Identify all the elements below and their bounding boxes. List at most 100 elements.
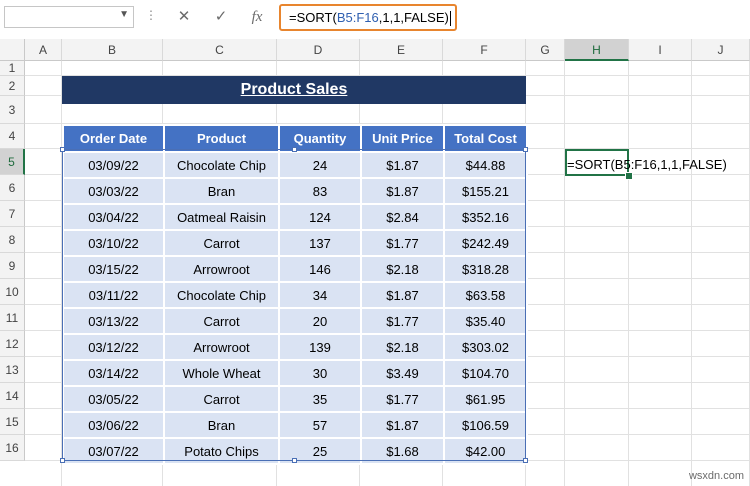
range-handle-top-right[interactable] xyxy=(523,147,528,152)
cell-unit-price[interactable]: $1.77 xyxy=(360,385,445,413)
row-header-10[interactable]: 10 xyxy=(0,279,25,305)
cell-product[interactable]: Oatmeal Raisin xyxy=(163,203,280,231)
cell-product[interactable]: Carrot xyxy=(163,385,280,413)
cell-total-cost[interactable]: $352.16 xyxy=(443,203,528,231)
cell-unit-price[interactable]: $1.87 xyxy=(360,177,445,205)
cell-unit-price[interactable]: $1.87 xyxy=(360,411,445,439)
cell-order-date[interactable]: 03/03/22 xyxy=(62,177,165,205)
column-header-g[interactable]: G xyxy=(526,39,565,61)
cell-order-date[interactable]: 03/04/22 xyxy=(62,203,165,231)
column-header-e[interactable]: E xyxy=(360,39,443,61)
cell-unit-price[interactable]: $2.84 xyxy=(360,203,445,231)
cell-quantity[interactable]: 139 xyxy=(278,333,362,361)
row-header-6[interactable]: 6 xyxy=(0,175,25,201)
product-sales-title[interactable]: Product Sales xyxy=(62,76,526,104)
row-header-1[interactable]: 1 xyxy=(0,61,25,76)
cell-product[interactable]: Whole Wheat xyxy=(163,359,280,387)
row-header-13[interactable]: 13 xyxy=(0,357,25,383)
cell-product[interactable]: Arrowroot xyxy=(163,333,280,361)
column-header-a[interactable]: A xyxy=(25,39,62,61)
cell-total-cost[interactable]: $35.40 xyxy=(443,307,528,335)
cell-product[interactable]: Potato Chips xyxy=(163,437,280,465)
row-header-8[interactable]: 8 xyxy=(0,227,25,253)
column-header-f[interactable]: F xyxy=(443,39,526,61)
column-header-b[interactable]: B xyxy=(62,39,163,61)
cell-product[interactable]: Arrowroot xyxy=(163,255,280,283)
cell-product[interactable]: Bran xyxy=(163,177,280,205)
cell-quantity[interactable]: 124 xyxy=(278,203,362,231)
cell-total-cost[interactable]: $44.88 xyxy=(443,151,528,179)
column-header-h[interactable]: H xyxy=(565,39,629,61)
cell-quantity[interactable]: 137 xyxy=(278,229,362,257)
cell-unit-price[interactable]: $1.87 xyxy=(360,151,445,179)
cell-order-date[interactable]: 03/13/22 xyxy=(62,307,165,335)
header-product[interactable]: Product xyxy=(163,124,280,153)
cell-unit-price[interactable]: $1.68 xyxy=(360,437,445,465)
drag-handle-icon[interactable]: ⋮ xyxy=(145,8,157,22)
cell-quantity[interactable]: 83 xyxy=(278,177,362,205)
cell-total-cost[interactable]: $61.95 xyxy=(443,385,528,413)
cell-total-cost[interactable]: $303.02 xyxy=(443,333,528,361)
enter-button[interactable]: ✓ xyxy=(210,7,232,27)
cell-order-date[interactable]: 03/05/22 xyxy=(62,385,165,413)
row-header-2[interactable]: 2 xyxy=(0,76,25,96)
fill-handle[interactable] xyxy=(625,172,633,180)
column-header-i[interactable]: I xyxy=(629,39,692,61)
row-header-3[interactable]: 3 xyxy=(0,96,25,124)
cell-quantity[interactable]: 20 xyxy=(278,307,362,335)
row-header-9[interactable]: 9 xyxy=(0,253,25,279)
cell-order-date[interactable]: 03/12/22 xyxy=(62,333,165,361)
cell-total-cost[interactable]: $63.58 xyxy=(443,281,528,309)
cell-order-date[interactable]: 03/10/22 xyxy=(62,229,165,257)
cell-product[interactable]: Chocolate Chip xyxy=(163,281,280,309)
column-header-j[interactable]: J xyxy=(692,39,750,61)
product-sales-table[interactable]: Order Date Product Quantity Unit Price T… xyxy=(62,124,528,465)
header-unit-price[interactable]: Unit Price xyxy=(360,124,445,153)
name-box[interactable]: ▼ xyxy=(4,6,134,28)
cell-quantity[interactable]: 24 xyxy=(278,151,362,179)
cell-order-date[interactable]: 03/15/22 xyxy=(62,255,165,283)
cell-total-cost[interactable]: $106.59 xyxy=(443,411,528,439)
row-header-11[interactable]: 11 xyxy=(0,305,25,331)
cell-unit-price[interactable]: $3.49 xyxy=(360,359,445,387)
cell-quantity[interactable]: 146 xyxy=(278,255,362,283)
cell-total-cost[interactable]: $42.00 xyxy=(443,437,528,465)
range-handle-bottom-right[interactable] xyxy=(523,458,528,463)
cell-total-cost[interactable]: $104.70 xyxy=(443,359,528,387)
range-handle-bottom-left[interactable] xyxy=(60,458,65,463)
cell-product[interactable]: Carrot xyxy=(163,307,280,335)
cell-quantity[interactable]: 35 xyxy=(278,385,362,413)
column-header-c[interactable]: C xyxy=(163,39,277,61)
cell-unit-price[interactable]: $2.18 xyxy=(360,333,445,361)
row-header-15[interactable]: 15 xyxy=(0,409,25,435)
row-header-12[interactable]: 12 xyxy=(0,331,25,357)
cell-product[interactable]: Bran xyxy=(163,411,280,439)
insert-function-button[interactable]: fx xyxy=(246,7,268,27)
cell-product[interactable]: Chocolate Chip xyxy=(163,151,280,179)
row-header-16[interactable]: 16 xyxy=(0,435,25,461)
cancel-button[interactable]: ✕ xyxy=(173,7,195,27)
active-cell-h5[interactable] xyxy=(565,149,629,176)
column-header-d[interactable]: D xyxy=(277,39,360,61)
cell-total-cost[interactable]: $318.28 xyxy=(443,255,528,283)
range-handle-top-middle[interactable] xyxy=(292,147,297,152)
cell-quantity[interactable]: 57 xyxy=(278,411,362,439)
chevron-down-icon[interactable]: ▼ xyxy=(119,9,129,20)
cell-unit-price[interactable]: $1.77 xyxy=(360,229,445,257)
cell-order-date[interactable]: 03/07/22 xyxy=(62,437,165,465)
cell-order-date[interactable]: 03/11/22 xyxy=(62,281,165,309)
row-header-4[interactable]: 4 xyxy=(0,124,25,149)
range-handle-top-left[interactable] xyxy=(60,147,65,152)
cell-product[interactable]: Carrot xyxy=(163,229,280,257)
cell-total-cost[interactable]: $242.49 xyxy=(443,229,528,257)
cell-quantity[interactable]: 30 xyxy=(278,359,362,387)
range-handle-bottom-middle[interactable] xyxy=(292,458,297,463)
select-all-corner[interactable] xyxy=(0,39,25,61)
cell-total-cost[interactable]: $155.21 xyxy=(443,177,528,205)
header-total-cost[interactable]: Total Cost xyxy=(443,124,528,153)
row-header-7[interactable]: 7 xyxy=(0,201,25,227)
formula-input[interactable]: =SORT(B5:F16,1,1,FALSE) xyxy=(279,4,457,31)
header-order-date[interactable]: Order Date xyxy=(62,124,165,153)
row-header-14[interactable]: 14 xyxy=(0,383,25,409)
row-header-5[interactable]: 5 xyxy=(0,149,25,175)
